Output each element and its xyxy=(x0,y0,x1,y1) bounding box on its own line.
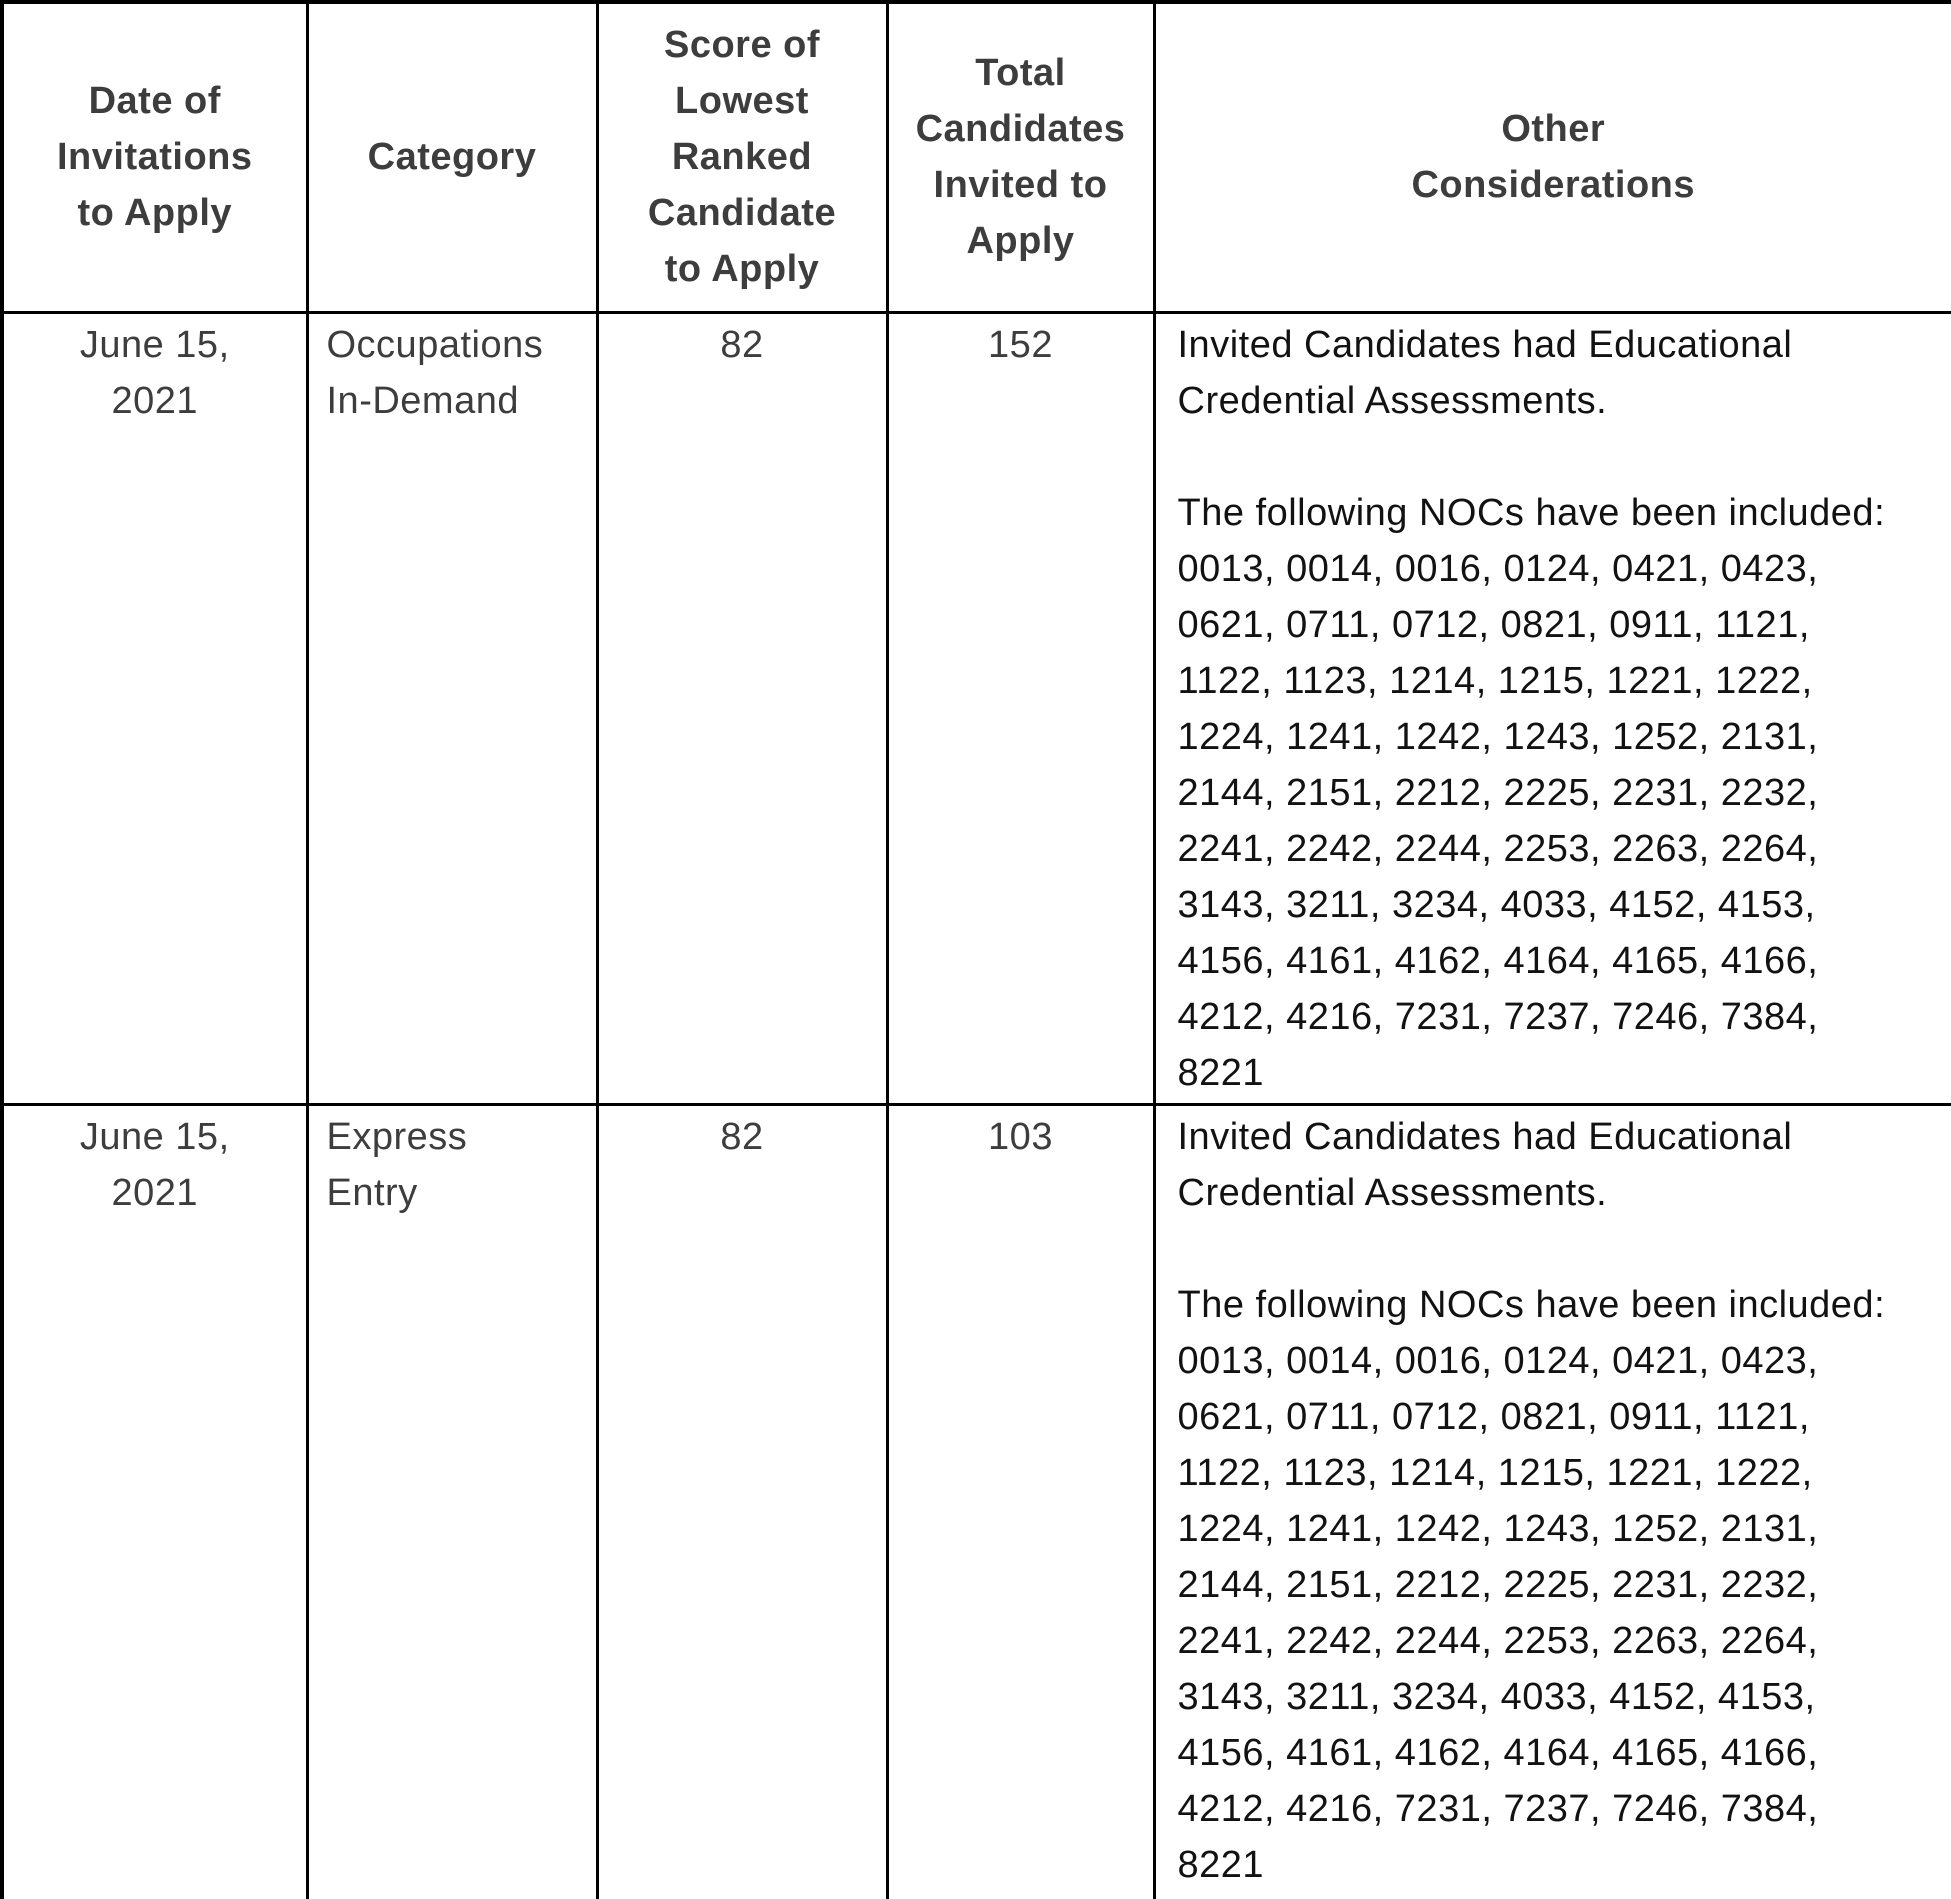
cell-total: 152 xyxy=(885,310,1156,1106)
cell-date: June 15, 2021 xyxy=(0,1102,309,1899)
table-row: June 15, 2021 Express Entry 82 103 Invit… xyxy=(0,1102,1951,1899)
cell-category: Express Entry xyxy=(305,1102,599,1899)
cell-total: 103 xyxy=(885,1102,1156,1899)
col-header-date-of-invitations: Date of Invitations to Apply xyxy=(0,0,309,314)
cell-other-considerations: Invited Candidates had Educational Crede… xyxy=(1152,310,1951,1106)
col-header-total-candidates: Total Candidates Invited to Apply xyxy=(885,0,1156,314)
cell-score: 82 xyxy=(595,1102,889,1899)
table-row: June 15, 2021 Occupations In-Demand 82 1… xyxy=(0,310,1951,1106)
cell-category: Occupations In-Demand xyxy=(305,310,599,1106)
cell-other-considerations: Invited Candidates had Educational Crede… xyxy=(1152,1102,1951,1899)
col-header-other-considerations: Other Considerations xyxy=(1152,0,1951,314)
col-header-score-lowest-ranked: Score of Lowest Ranked Candidate to Appl… xyxy=(595,0,889,314)
cell-date: June 15, 2021 xyxy=(0,310,309,1106)
col-header-category: Category xyxy=(305,0,599,314)
cell-score: 82 xyxy=(595,310,889,1106)
table-header-row: Date of Invitations to Apply Category Sc… xyxy=(0,0,1951,314)
